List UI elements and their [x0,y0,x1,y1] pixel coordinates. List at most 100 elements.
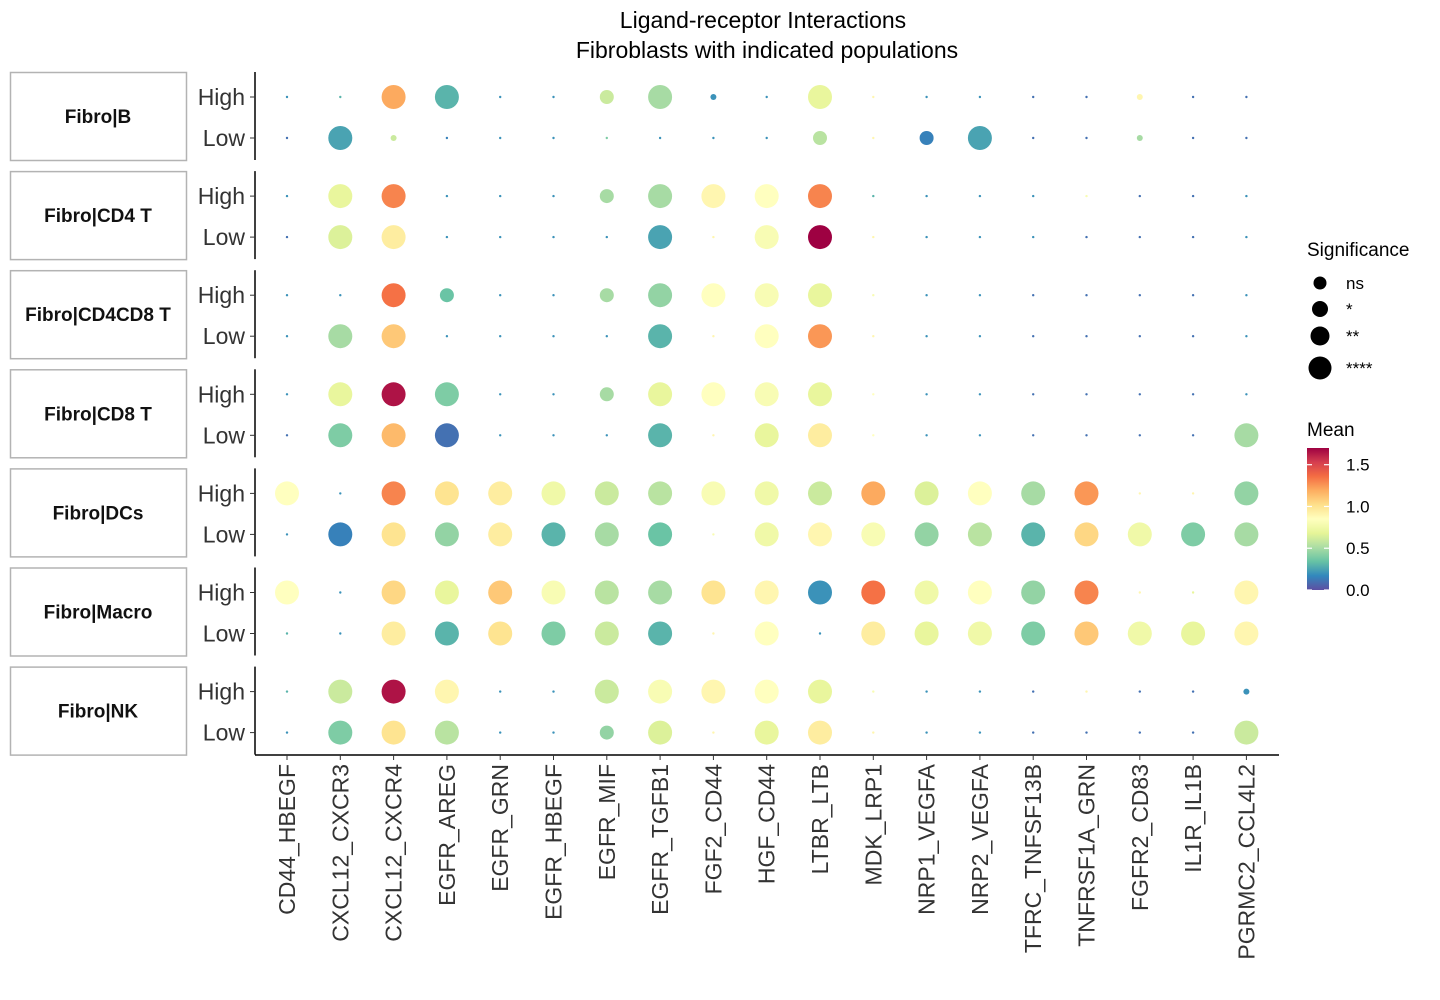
dot-fgfr2_cd83-low [1138,335,1142,338]
dot-nrp2_vegfa-low [967,621,992,646]
dot-fgfr2_cd83-low [1138,434,1142,437]
dot-cxcl12_cxcr3-high [328,382,353,407]
dot-egfr_mif-low [605,335,608,338]
dot-egfr_areg-high [434,85,459,109]
row-label-high: High [198,480,245,506]
dot-egfr_hbegf-low [552,434,555,437]
x-axis: CD44_HBEGF CXCL12_CXCR3 CXCL12_CXCR4 EGFR_A… [255,754,1279,960]
row-label-high: High [198,84,245,110]
dot-cd44_hbegf-low [285,533,289,536]
dot-cd44_hbegf-high [285,194,289,198]
dot-cxcl12_cxcr4-high [381,283,406,308]
dot-nrp1_vegfa-high [914,481,939,506]
dot-cd44_hbegf-high [285,95,289,99]
dot-fgfr2_cd83-high [1138,492,1142,495]
dot-fgfr2_cd83-high [1138,393,1142,396]
dot-tfrc_tnfsf13b-low [1032,335,1035,338]
dot-egfr_grn-high [499,393,502,396]
row-label-low: Low [203,720,246,746]
dot-cxcl12_cxcr4-low [390,135,397,141]
dot-egfr_tgfb1-high [648,85,673,109]
dot-il1r_il1b-high [1191,690,1195,693]
dot-egfr_mif-low [605,136,608,140]
x-tick-label-egfr_tgfb1: EGFR_TGFB1 [647,764,673,915]
dot-ltbr_ltb-high [808,85,832,109]
dot-nrp2_vegfa-high [967,481,992,506]
dot-egfr_tgfb1-low [648,720,673,745]
dot-fgf2_cd44-high [701,283,726,308]
dot-fgf2_cd44-high [701,481,726,506]
x-tick-label-fgfr2_cd83: FGFR2_CD83 [1127,764,1153,911]
row-label-low: Low [203,224,246,250]
dot-cxcl12_cxcr3-low [328,720,353,745]
dot-pgrmc2_ccl4l2-low [1245,235,1248,239]
dot-il1r_il1b-low [1191,235,1195,239]
dot-tnfrsf1a_grn-low [1085,136,1088,140]
size-legend-label: * [1346,300,1353,319]
dot-cd44_hbegf-low [285,335,289,338]
dot-tfrc_tnfsf13b-low [1032,434,1035,437]
dot-egfr_areg-low [445,136,449,140]
row-label-high: High [198,580,245,606]
dot-mdk_lrp1-high [861,580,886,605]
dot-nrp2_vegfa-high [978,194,982,198]
dot-cxcl12_cxcr3-low [328,126,353,150]
dot-cxcl12_cxcr3-low [328,324,353,349]
dot-egfr_hbegf-high [541,481,566,506]
dot-nrp1_vegfa-low [914,621,939,646]
dot-egfr_areg-high [434,580,459,605]
dot-cxcl12_cxcr4-low [381,324,406,349]
facet-strip [9,170,188,261]
x-tick-label-hgf_cd44: HGF_CD44 [754,764,780,884]
dot-tnfrsf1a_grn-high [1085,393,1088,396]
dot-nrp2_vegfa-low [967,126,992,150]
x-tick-label-il1r_il1b: IL1R_IL1B [1180,764,1206,873]
dot-hgf_cd44-high [754,580,779,605]
colorbar-tick-label: 1.5 [1346,456,1370,475]
dot-tnfrsf1a_grn-low [1085,434,1088,437]
dot-egfr_grn-low [499,136,502,140]
dot-egfr_mif-low [599,725,614,740]
dot-cd44_hbegf-low [285,632,289,635]
dot-il1r_il1b-high [1191,194,1195,198]
facet-strip-label: Fibro|B [65,107,132,128]
dot-ltbr_ltb-low [818,632,822,635]
dot-tfrc_tnfsf13b-low [1032,731,1035,734]
dot-nrp1_vegfa-high [925,294,928,297]
dot-fgfr2_cd83-low [1138,235,1142,239]
dot-ltbr_ltb-high [808,184,832,209]
dot-tnfrsf1a_grn-low [1074,522,1099,547]
dot-fgf2_cd44-low [712,335,715,338]
dot-tfrc_tnfsf13b-low [1032,136,1035,140]
dot-pgrmc2_ccl4l2-low [1234,720,1259,745]
facet-strip [9,369,188,459]
dot-ltbr_ltb-high [808,580,832,605]
dot-tnfrsf1a_grn-high [1085,690,1088,693]
dot-egfr_grn-high [488,481,513,506]
dot-egfr_hbegf-high [552,95,555,99]
size-legend-dot [1310,326,1330,346]
dot-il1r_il1b-low [1191,731,1195,734]
dot-mdk_lrp1-high [872,194,875,198]
dot-nrp2_vegfa-low [978,434,982,437]
facet-5: Fibro|DCs High Low [9,468,1259,558]
colorbar-ticks: 1.5 1.0 0.5 0.0 [1307,456,1370,600]
dot-hgf_cd44-low [754,423,779,448]
dot-nrp2_vegfa-low [978,235,982,239]
dot-egfr_grn-low [499,731,502,734]
dot-hgf_cd44-high [754,481,779,506]
dot-egfr_mif-high [599,90,614,104]
dot-pgrmc2_ccl4l2-high [1234,481,1259,506]
dot-hgf_cd44-low [754,720,779,745]
dot-tnfrsf1a_grn-low [1085,335,1088,338]
colorbar [1307,448,1329,590]
dot-egfr_tgfb1-high [648,184,673,209]
dot-egfr_hbegf-high [552,194,555,198]
x-tick-label-cd44_hbegf: CD44_HBEGF [274,764,300,915]
dot-cd44_hbegf-high [285,393,289,396]
dot-cd44_hbegf-low [285,434,289,437]
dot-il1r_il1b-low [1181,522,1206,547]
dot-nrp2_vegfa-high [978,690,982,693]
dot-egfr_tgfb1-high [648,580,673,605]
x-tick-label-ltbr_ltb: LTBR_LTB [807,764,833,874]
